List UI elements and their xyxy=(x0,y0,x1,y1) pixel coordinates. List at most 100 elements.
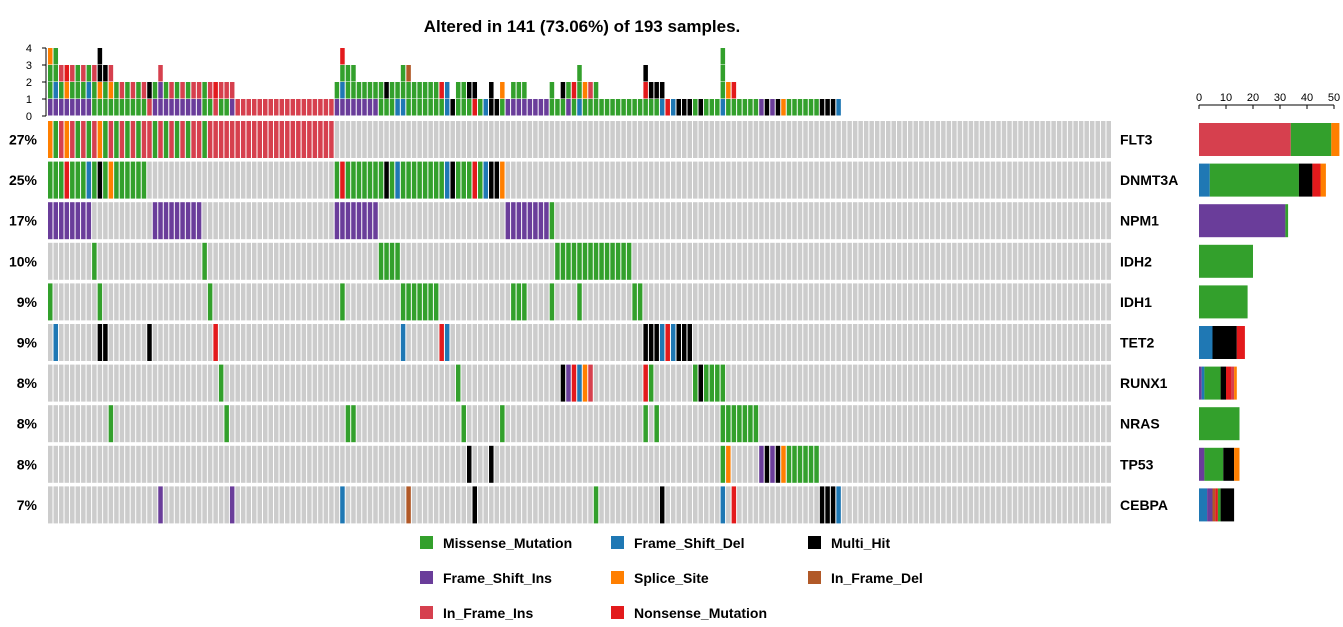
top-bar-23-0 xyxy=(174,99,180,116)
cell-empty-NPM1-45 xyxy=(296,202,301,240)
cell-empty-CEBPA-80 xyxy=(489,486,494,524)
cell-altered-DNMT3A-13 xyxy=(119,161,125,199)
cell-altered-IDH1-91 xyxy=(549,283,555,321)
cell-empty-NPM1-36 xyxy=(246,202,251,240)
pct-label-TP53: 8% xyxy=(17,456,38,472)
cell-empty-FLT3-169 xyxy=(979,121,985,158)
cell-empty-CEBPA-4 xyxy=(70,486,75,524)
cell-empty-IDH1-3 xyxy=(64,283,70,321)
cell-empty-TET2-161 xyxy=(935,324,941,361)
cell-empty-IDH2-128 xyxy=(753,242,759,280)
cell-empty-CEBPA-36 xyxy=(246,486,251,524)
cell-empty-TET2-14 xyxy=(125,324,130,361)
cell-empty-NPM1-81 xyxy=(494,202,500,240)
top-bar-7-0 xyxy=(86,99,92,116)
cell-empty-CEBPA-139 xyxy=(814,486,819,524)
cell-empty-FLT3-119 xyxy=(704,121,709,158)
cell-empty-IDH1-165 xyxy=(957,283,963,321)
cell-empty-TET2-147 xyxy=(858,324,863,361)
top-bar-59-1 xyxy=(373,82,378,99)
cell-empty-DNMT3A-25 xyxy=(185,161,191,199)
top-bar-106-0 xyxy=(632,99,637,116)
cell-empty-DNMT3A-174 xyxy=(1007,161,1012,199)
cell-empty-TP53-96 xyxy=(577,445,582,483)
cell-empty-NPM1-109 xyxy=(648,202,654,240)
cell-empty-NRAS-26 xyxy=(191,405,196,443)
cell-empty-NRAS-133 xyxy=(781,405,786,443)
cell-empty-FLT3-134 xyxy=(786,121,792,158)
cell-altered-FLT3-42 xyxy=(279,121,285,158)
cell-empty-IDH2-67 xyxy=(417,242,422,280)
cell-altered-DNMT3A-68 xyxy=(422,161,428,199)
cell-empty-IDH1-115 xyxy=(681,283,687,321)
cell-empty-TP53-91 xyxy=(549,445,555,483)
cell-empty-CEBPA-49 xyxy=(318,486,323,524)
cell-empty-CEBPA-41 xyxy=(274,486,279,524)
cell-empty-IDH1-143 xyxy=(836,283,841,321)
cell-empty-RUNX1-27 xyxy=(196,364,202,402)
cell-empty-FLT3-81 xyxy=(494,121,500,158)
cell-altered-NRAS-108 xyxy=(643,405,648,443)
cell-empty-RUNX1-154 xyxy=(896,364,902,402)
cell-empty-NRAS-69 xyxy=(428,405,433,443)
cell-empty-TP53-16 xyxy=(136,445,141,483)
cell-altered-DNMT3A-81 xyxy=(494,161,500,199)
cell-empty-FLT3-124 xyxy=(731,121,737,158)
cell-altered-RUNX1-118 xyxy=(698,364,704,402)
cell-empty-IDH2-182 xyxy=(1051,242,1056,280)
cell-altered-TP53-76 xyxy=(466,445,472,483)
cell-empty-DNMT3A-100 xyxy=(599,161,604,199)
cell-altered-DNMT3A-69 xyxy=(428,161,433,199)
cell-altered-RUNX1-119 xyxy=(704,364,709,402)
cell-empty-IDH2-125 xyxy=(737,242,742,280)
cell-empty-RUNX1-65 xyxy=(406,364,411,402)
cell-empty-IDH1-133 xyxy=(781,283,786,321)
cell-empty-DNMT3A-161 xyxy=(935,161,941,199)
cell-altered-FLT3-37 xyxy=(251,121,257,158)
cell-empty-RUNX1-26 xyxy=(191,364,196,402)
cell-empty-RUNX1-131 xyxy=(770,364,775,402)
cell-empty-CEBPA-88 xyxy=(533,486,538,524)
cell-empty-FLT3-102 xyxy=(610,121,615,158)
top-bar-3-0 xyxy=(64,99,70,116)
cell-empty-TP53-114 xyxy=(676,445,681,483)
cell-empty-FLT3-70 xyxy=(433,121,439,158)
cell-empty-RUNX1-171 xyxy=(990,364,996,402)
cell-empty-CEBPA-179 xyxy=(1034,486,1040,524)
cell-empty-FLT3-85 xyxy=(516,121,522,158)
cell-empty-RUNX1-80 xyxy=(489,364,494,402)
cell-empty-NRAS-120 xyxy=(709,405,715,443)
top-axis-label-1: 1 xyxy=(26,94,32,106)
cell-empty-DNMT3A-112 xyxy=(665,161,670,199)
cell-empty-IDH1-128 xyxy=(753,283,759,321)
cell-empty-TP53-52 xyxy=(334,445,340,483)
cell-empty-DNMT3A-179 xyxy=(1034,161,1040,199)
cell-empty-IDH2-9 xyxy=(97,242,103,280)
cell-empty-CEBPA-27 xyxy=(196,486,202,524)
top-bar-110-0 xyxy=(654,99,659,116)
cell-empty-RUNX1-40 xyxy=(268,364,274,402)
cell-empty-NRAS-148 xyxy=(863,405,869,443)
top-bar-56-1 xyxy=(356,82,362,99)
cell-altered-IDH2-63 xyxy=(395,242,400,280)
cell-empty-TET2-47 xyxy=(307,324,312,361)
cell-empty-TP53-1 xyxy=(53,445,59,483)
cell-empty-IDH2-188 xyxy=(1084,242,1089,280)
cell-empty-TP53-37 xyxy=(251,445,257,483)
cell-empty-NPM1-152 xyxy=(885,202,891,240)
cell-empty-TET2-148 xyxy=(863,324,869,361)
top-bar-137-0 xyxy=(803,99,808,116)
cell-empty-IDH1-15 xyxy=(130,283,136,321)
cell-empty-FLT3-115 xyxy=(681,121,687,158)
cell-empty-IDH1-139 xyxy=(814,283,819,321)
top-bar-140-0 xyxy=(819,99,825,116)
pct-label-NRAS: 8% xyxy=(17,416,38,432)
cell-empty-IDH2-136 xyxy=(797,242,803,280)
cell-empty-DNMT3A-41 xyxy=(274,161,279,199)
cell-empty-NRAS-52 xyxy=(334,405,340,443)
cell-altered-FLT3-22 xyxy=(169,121,174,158)
cell-altered-FLT3-43 xyxy=(285,121,290,158)
top-bar-62-0 xyxy=(389,99,395,116)
cell-empty-CEBPA-183 xyxy=(1056,486,1062,524)
